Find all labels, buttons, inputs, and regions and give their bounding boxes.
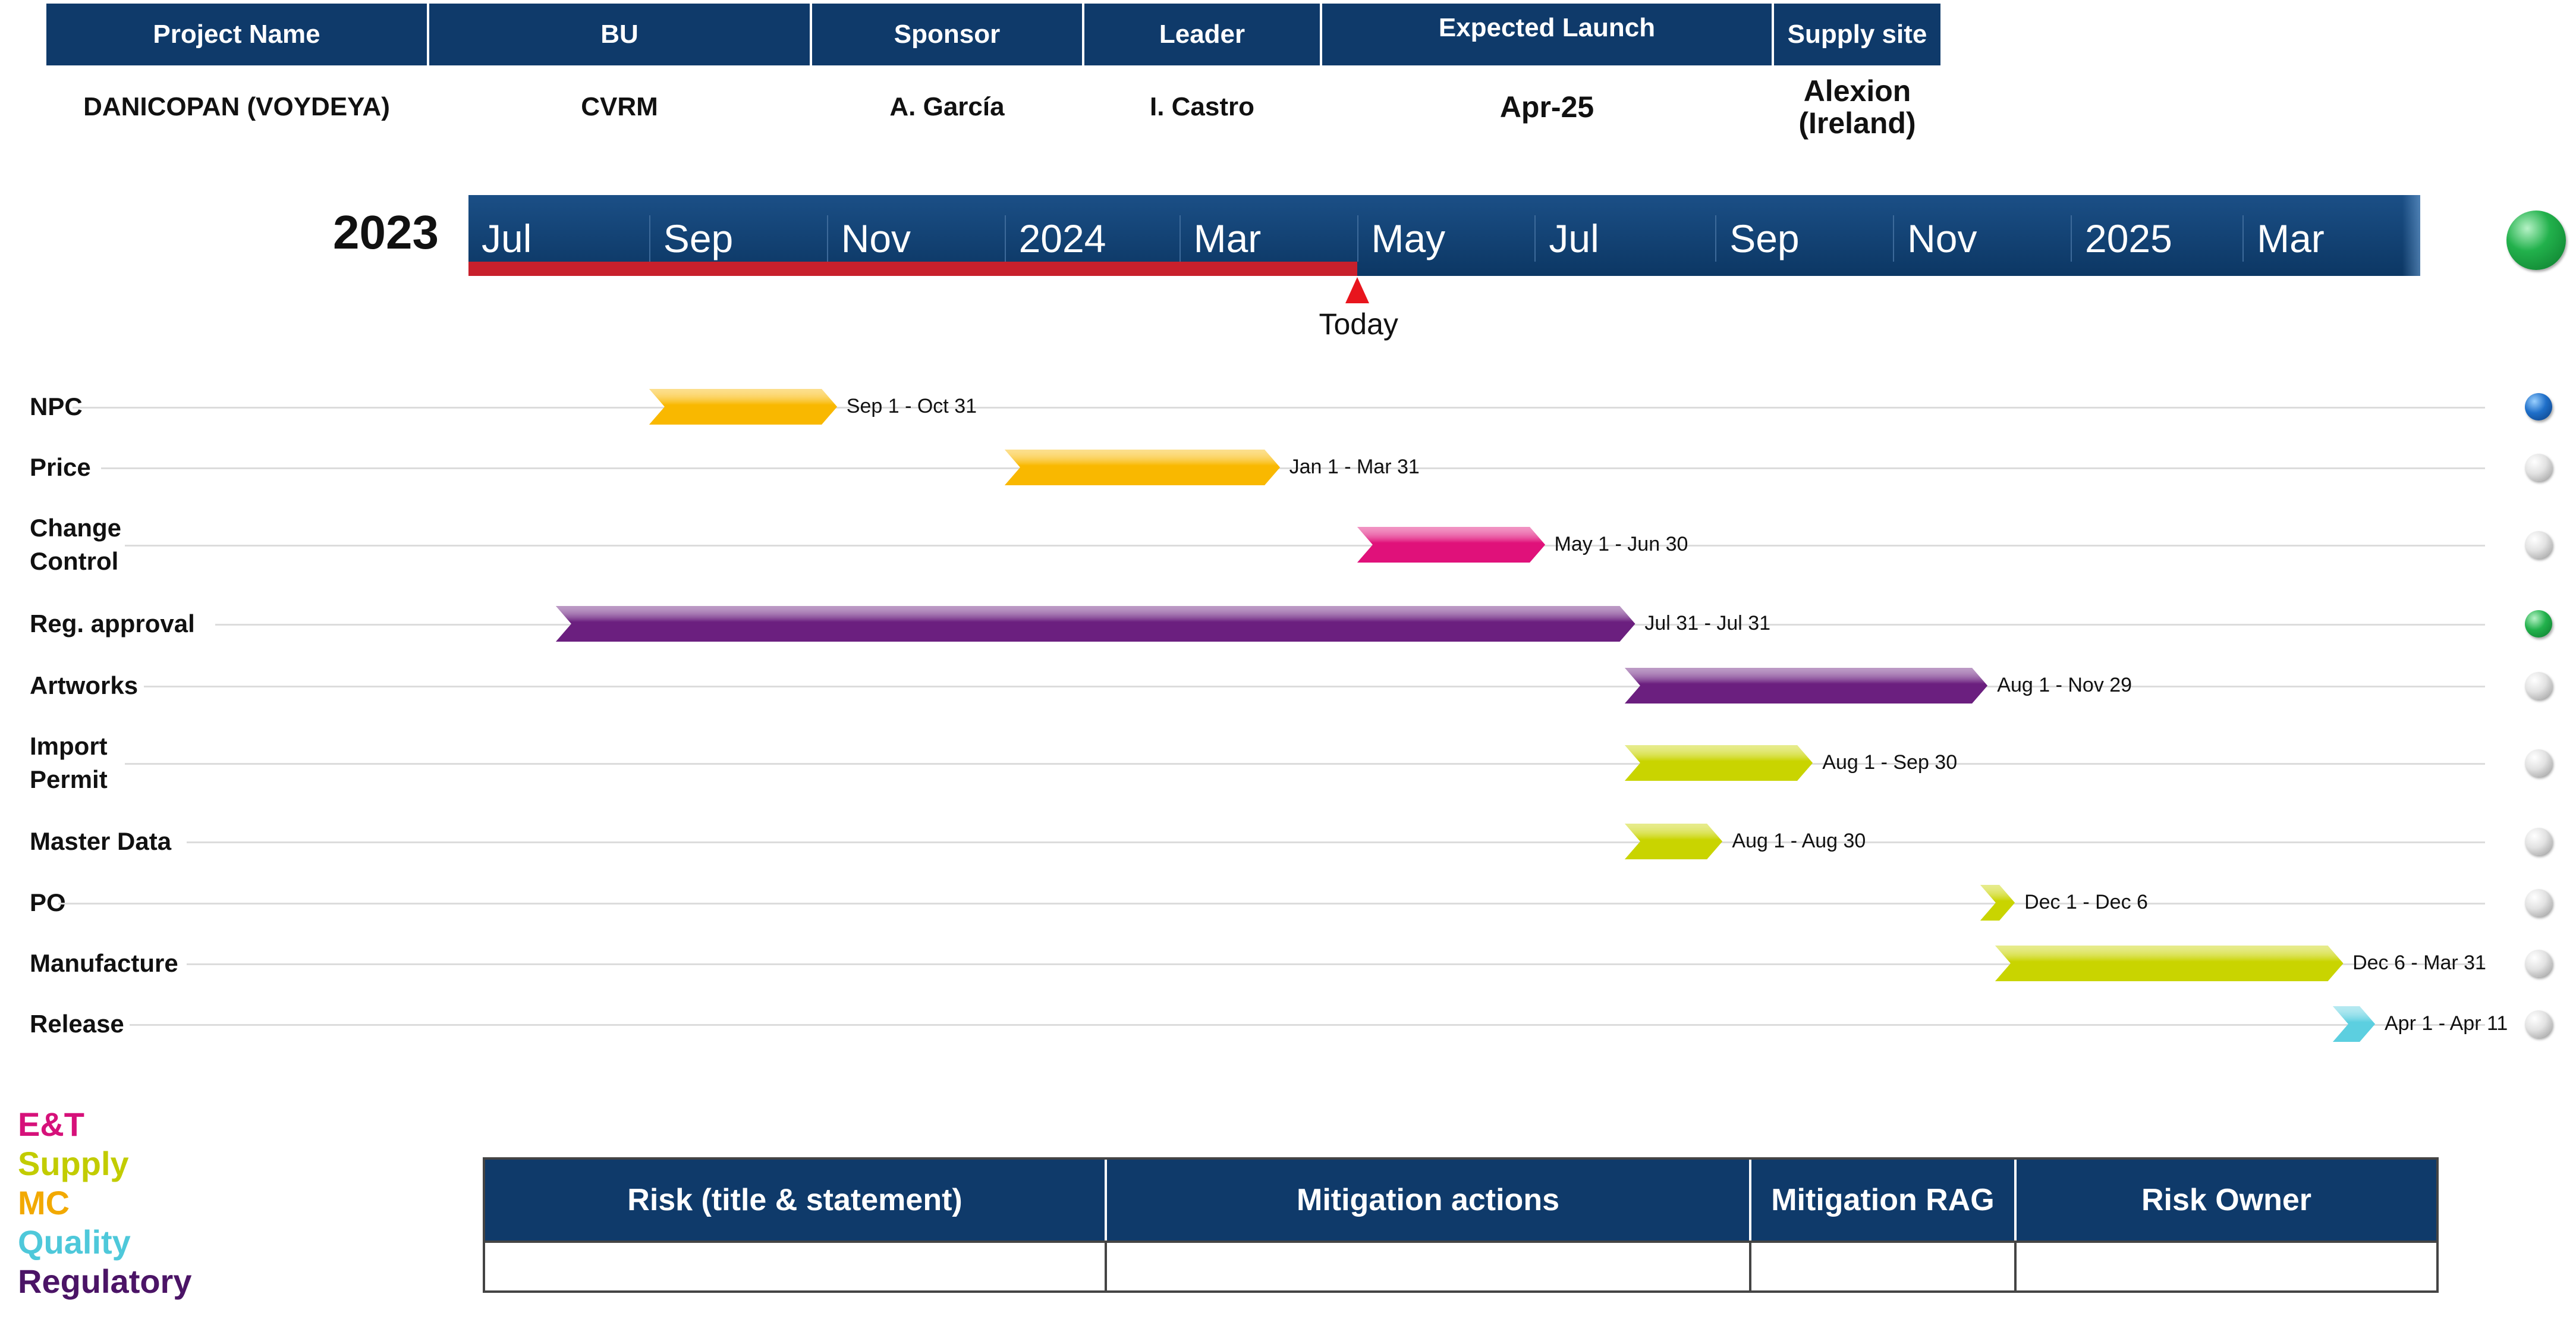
- risk-cell-owner[interactable]: [2017, 1240, 2436, 1290]
- legend-item-2: MC: [18, 1184, 70, 1221]
- header-supply-site: Supply site: [1774, 4, 1940, 65]
- timeline-month-2: Nov: [826, 215, 1005, 262]
- header-bu: BU: [429, 4, 810, 65]
- timeline-month-8: Nov: [1893, 215, 2071, 262]
- task-date-label-6: Aug 1 - Aug 30: [1732, 830, 1866, 852]
- task-gridline-9: [130, 1024, 2485, 1026]
- risk-cell-mitigation[interactable]: [1107, 1240, 1751, 1290]
- task-label-1: Price: [30, 453, 91, 481]
- task-gridline-2: [125, 545, 2485, 547]
- timeline-month-5: May: [1357, 215, 1535, 262]
- task-gridline-6: [187, 841, 2485, 843]
- legend-item-1: Supply: [18, 1145, 129, 1182]
- task-bar-2: [1357, 527, 1545, 563]
- task-bar-9: [2333, 1006, 2375, 1042]
- timeline-year-label: 2023: [333, 206, 439, 259]
- progress-bar: [468, 262, 1357, 276]
- value-supply-site: Alexion (Ireland): [1774, 65, 1940, 149]
- timeline-month-7: Sep: [1715, 215, 1893, 262]
- task-status-icon-7: [2525, 889, 2552, 916]
- task-bar-4: [1625, 668, 1988, 704]
- overall-status-icon: [2506, 211, 2566, 270]
- task-label-4: Artworks: [30, 671, 139, 699]
- value-project-name: DANICOPAN (VOYDEYA): [83, 92, 390, 121]
- timeline-month-10: Mar: [2242, 215, 2420, 262]
- task-status-icon-5: [2525, 749, 2552, 777]
- timeline-month-9: 2025: [2071, 215, 2242, 262]
- task-date-label-4: Aug 1 - Nov 29: [1997, 674, 2132, 696]
- task-label-5: Import Permit: [30, 732, 108, 793]
- task-gridline-0: [73, 407, 2485, 409]
- value-supply-site-line-1: Alexion: [1803, 74, 1911, 108]
- task-bar-7: [1980, 885, 2015, 921]
- header-sponsor: Sponsor: [812, 4, 1082, 65]
- timeline-bar: Jul Sep Nov 2024 Mar May Jul Sep Nov 2025 Mar: [468, 195, 2420, 276]
- task-label-0: NPC: [30, 392, 83, 420]
- task-label-6: Master Data: [30, 827, 172, 855]
- task-gridline-4: [144, 686, 2485, 687]
- task-date-label-9: Apr 1 - Apr 11: [2385, 1012, 2508, 1035]
- value-leader: I. Castro: [1149, 92, 1255, 121]
- header-project-name: Project Name: [46, 4, 427, 65]
- timeline-month-3: 2024: [1004, 215, 1180, 262]
- header-expected-launch: Expected Launch: [1322, 4, 1772, 65]
- value-sponsor: A. García: [889, 92, 1005, 121]
- risk-col-title: Risk (title & statement): [485, 1160, 1107, 1240]
- timeline-month-6: Jul: [1534, 215, 1715, 262]
- task-date-label-0: Sep 1 - Oct 31: [846, 395, 977, 417]
- today-marker-icon: [1345, 277, 1369, 303]
- task-status-icon-1: [2525, 454, 2552, 481]
- legend-item-4: Regulatory: [18, 1263, 192, 1300]
- task-bar-5: [1625, 745, 1813, 781]
- legend-item-3: Quality: [18, 1223, 131, 1261]
- task-bar-6: [1625, 824, 1723, 859]
- timeline-month-4: Mar: [1179, 215, 1357, 262]
- header-leader: Leader: [1084, 4, 1320, 65]
- today-label: Today: [1319, 307, 1398, 341]
- risk-col-owner: Risk Owner: [2017, 1160, 2436, 1240]
- task-bar-0: [649, 389, 837, 425]
- task-status-icon-3: [2525, 610, 2552, 637]
- task-bar-8: [1995, 946, 2344, 981]
- task-gridline-8: [187, 963, 2485, 965]
- task-date-label-2: May 1 - Jun 30: [1554, 533, 1688, 555]
- task-status-icon-0: [2525, 393, 2552, 420]
- task-gridline-7: [58, 903, 2485, 905]
- task-date-label-5: Aug 1 - Sep 30: [1822, 751, 1958, 774]
- value-bu: CVRM: [581, 92, 658, 121]
- risk-table: Risk (title & statement) Mitigation acti…: [483, 1157, 2439, 1293]
- value-expected-launch: Apr-25: [1499, 90, 1594, 124]
- task-date-label-1: Jan 1 - Mar 31: [1289, 456, 1420, 478]
- task-bar-3: [556, 606, 1635, 642]
- task-status-icon-4: [2525, 672, 2552, 699]
- task-status-icon-6: [2525, 828, 2552, 855]
- risk-col-mitigation: Mitigation actions: [1107, 1160, 1751, 1240]
- task-bar-1: [1004, 450, 1280, 485]
- task-label-8: Manufacture: [30, 949, 178, 977]
- legend-item-0: E&T: [18, 1106, 84, 1143]
- task-date-label-3: Jul 31 - Jul 31: [1644, 612, 1771, 635]
- task-label-3: Reg. approval: [30, 610, 195, 637]
- task-status-icon-9: [2525, 1010, 2552, 1038]
- task-date-label-8: Dec 6 - Mar 31: [2352, 951, 2486, 974]
- task-status-icon-8: [2525, 950, 2552, 977]
- task-status-icon-2: [2525, 531, 2552, 558]
- timeline-month-1: Sep: [649, 215, 827, 262]
- task-label-9: Release: [30, 1010, 124, 1038]
- risk-cell-rag[interactable]: [1751, 1240, 2017, 1290]
- task-label-2: Change Control: [30, 514, 122, 575]
- value-supply-site-line-2: (Ireland): [1798, 106, 1916, 140]
- task-gridline-5: [125, 763, 2485, 765]
- timeline-month-0: Jul: [482, 216, 532, 260]
- risk-col-rag: Mitigation RAG: [1751, 1160, 2017, 1240]
- risk-cell-title[interactable]: [485, 1240, 1107, 1290]
- task-date-label-7: Dec 1 - Dec 6: [2024, 891, 2148, 913]
- task-gridline-1: [101, 467, 2485, 469]
- task-label-7: PO: [30, 888, 66, 916]
